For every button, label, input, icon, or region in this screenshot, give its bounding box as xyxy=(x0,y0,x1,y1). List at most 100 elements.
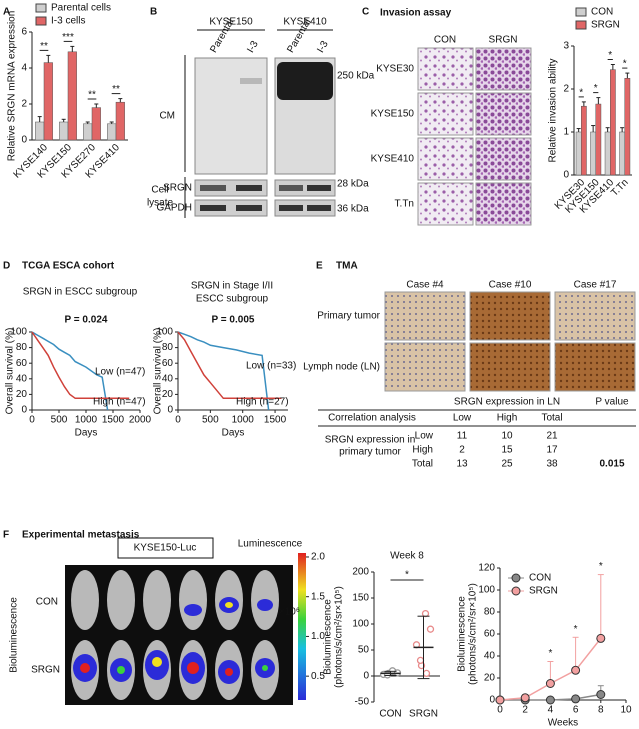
y-tick-label: 40 xyxy=(484,651,496,662)
table-header: Low xyxy=(453,413,472,424)
x-axis-label: Weeks xyxy=(548,718,578,729)
panel-title: Experimental metastasis xyxy=(22,530,140,541)
column-label: SRGN xyxy=(489,35,518,46)
significance: * xyxy=(574,624,578,635)
scale-tick-label: 1.5 xyxy=(311,591,325,602)
group-label: CON xyxy=(36,597,58,608)
table-header: P value xyxy=(595,397,629,408)
row-label: KYSE150 xyxy=(371,109,415,120)
y-tick-label: 0 xyxy=(363,671,369,682)
y-tick-label: 80 xyxy=(162,342,174,353)
x-tick-label: T.Tn xyxy=(609,177,631,199)
y-tick-label: 0 xyxy=(21,135,27,146)
micrograph xyxy=(475,92,532,136)
x-tick-label: 2 xyxy=(522,705,528,716)
p-value: P = 0.005 xyxy=(212,315,255,326)
y-tick-label: 120 xyxy=(478,563,495,574)
y-axis-label: Relative SRGN mRNA expression xyxy=(7,11,18,162)
y-tick-label: 3 xyxy=(563,41,569,52)
point xyxy=(422,669,431,678)
table-row-header: SRGN expression in xyxy=(325,435,416,446)
significance: * xyxy=(623,59,627,70)
tissue-image xyxy=(469,342,551,392)
bar xyxy=(624,78,631,176)
significance: * xyxy=(608,50,612,61)
tissue-image xyxy=(554,342,636,392)
micrograph xyxy=(417,92,474,136)
blot-cm xyxy=(194,57,268,175)
y-axis-label: Bioluminescence xyxy=(323,599,334,675)
mice-top xyxy=(71,570,279,630)
y-tick-label: 0 xyxy=(489,695,495,706)
row-label: lysate xyxy=(147,198,174,209)
blot-band xyxy=(200,205,226,211)
scale-title: Luminescence xyxy=(238,539,303,550)
y-tick-label: 60 xyxy=(484,629,496,640)
y-tick-label: 60 xyxy=(16,358,28,369)
panel-letter: F xyxy=(3,530,9,541)
row-label: Cell xyxy=(151,185,168,196)
y-axis-label: (photons/s/cm²/sr×10⁵) xyxy=(334,586,345,688)
x-tick-label: 1500 xyxy=(102,415,125,426)
point xyxy=(426,625,435,633)
micrograph xyxy=(417,47,474,91)
legend-swatch xyxy=(35,3,47,13)
x-tick-label: 8 xyxy=(598,705,604,716)
bar xyxy=(581,105,587,176)
scale-tick-label: 0.5 xyxy=(311,671,325,682)
micrograph xyxy=(475,182,532,226)
series-line xyxy=(177,331,282,400)
significance: * xyxy=(594,83,598,94)
blot-band xyxy=(236,185,262,191)
series-label: Low (n=33) xyxy=(246,361,296,372)
lane-label: I-3 xyxy=(245,39,261,55)
table-cell: Low xyxy=(415,431,434,442)
signal xyxy=(73,597,275,684)
legend-label: I-3 cells xyxy=(51,16,85,27)
legend-swatch xyxy=(35,16,47,26)
legend-swatch xyxy=(575,7,587,17)
table-cell: 0.015 xyxy=(599,459,624,470)
blot-gapdh xyxy=(194,199,268,217)
table-cell: 10 xyxy=(501,431,513,442)
point xyxy=(520,693,530,703)
y-axis-label: Bioluminescence xyxy=(457,596,468,672)
y-axis-label: Relative invasion ability xyxy=(548,59,559,163)
blot-srgn xyxy=(274,179,336,197)
bar xyxy=(35,121,45,141)
invasion-images xyxy=(417,47,532,226)
legend-marker xyxy=(511,573,521,583)
row-label: GAPDH xyxy=(156,203,192,214)
bar xyxy=(67,51,77,141)
y-tick-label: 6 xyxy=(21,27,27,38)
bar xyxy=(575,131,582,176)
legend-label: Parental cells xyxy=(51,3,111,14)
bar xyxy=(619,131,626,176)
column-label: CON xyxy=(434,35,456,46)
x-tick-label: 2000 xyxy=(129,415,152,426)
table-header: Total xyxy=(541,413,562,424)
y-tick-label: 2 xyxy=(21,99,27,110)
significance: * xyxy=(579,88,583,99)
row-label: KYSE30 xyxy=(376,64,414,75)
table-cell: 2 xyxy=(459,445,465,456)
bar xyxy=(59,121,69,141)
point xyxy=(416,656,425,665)
micrograph xyxy=(475,137,532,181)
row-label: Lymph node (LN) xyxy=(303,362,380,373)
significance: ** xyxy=(88,90,96,101)
y-tick-label: 80 xyxy=(16,342,28,353)
legend-label: SRGN xyxy=(591,20,620,31)
y-tick-label: 100 xyxy=(352,619,369,630)
tissue-image xyxy=(384,291,466,341)
chart-title: SRGN in Stage I/II xyxy=(191,281,273,292)
point xyxy=(571,694,581,704)
y-tick-label: 20 xyxy=(162,389,174,400)
model-label: KYSE150-Luc xyxy=(134,543,197,554)
bar xyxy=(610,69,616,176)
x-tick-label: 0 xyxy=(497,705,503,716)
y-tick-label: 0 xyxy=(21,405,27,416)
bar xyxy=(604,131,611,176)
significance: ** xyxy=(40,41,48,52)
panel-title: TMA xyxy=(336,261,358,272)
